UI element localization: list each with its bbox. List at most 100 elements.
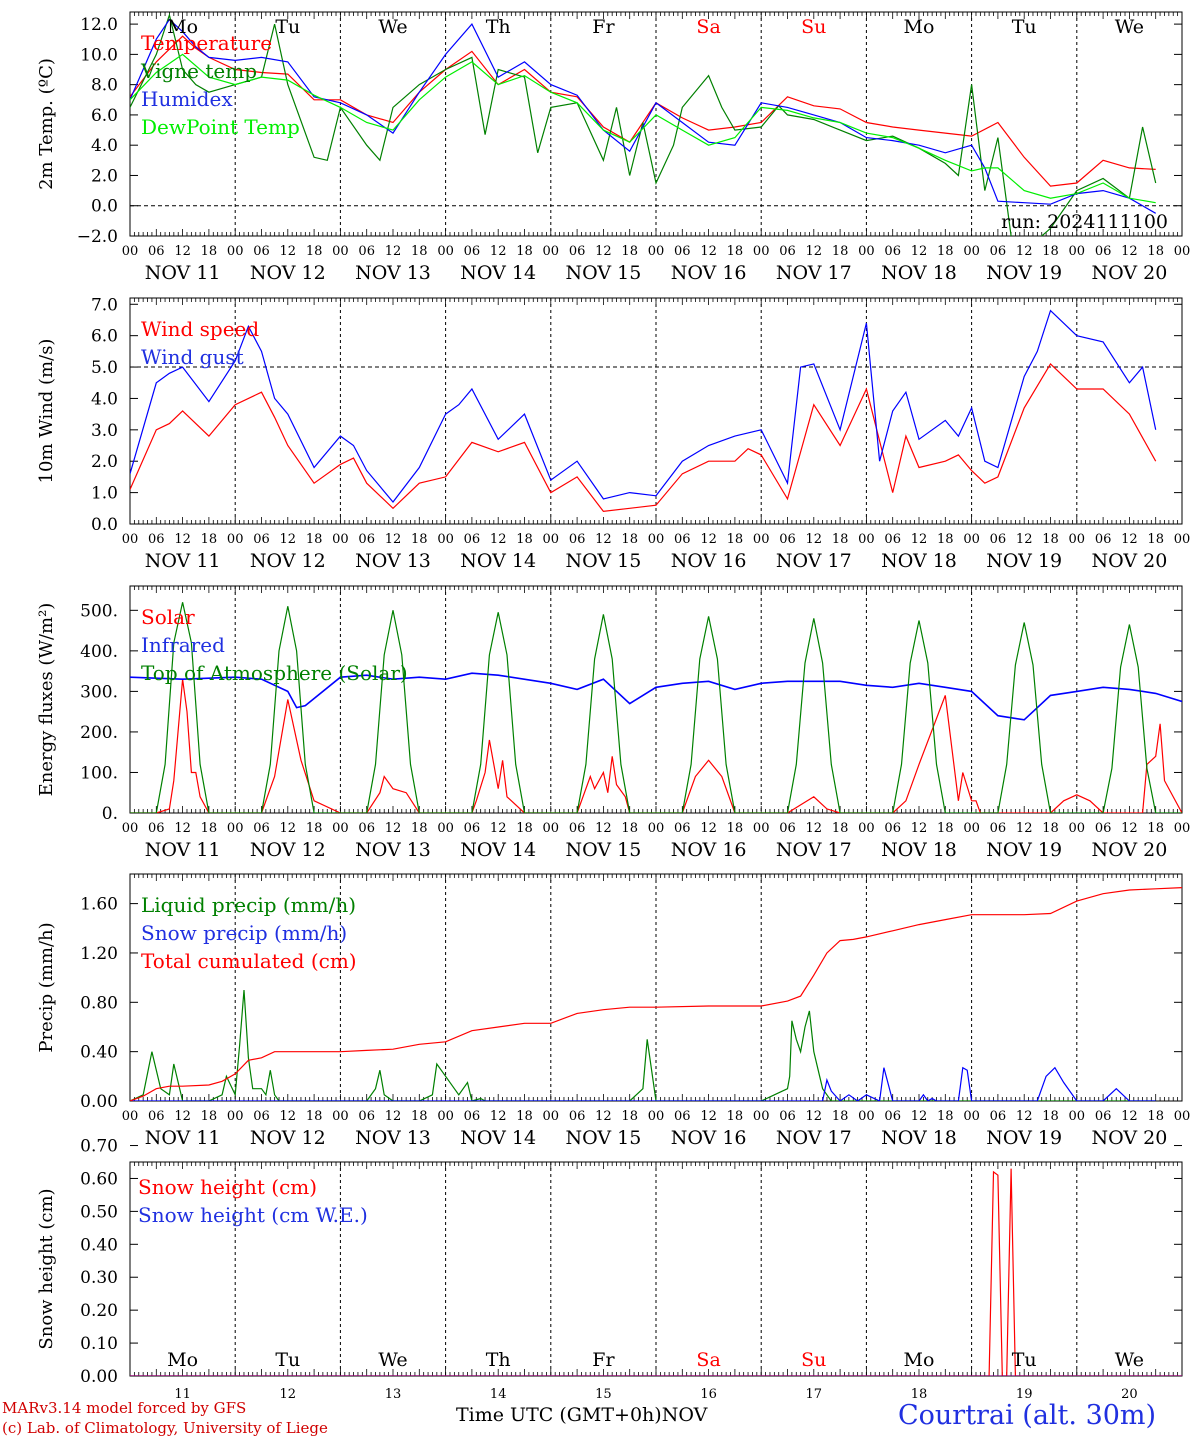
hour-tick-label: 00	[648, 532, 665, 547]
hour-tick-label: 00	[543, 244, 560, 259]
hour-tick-label: 06	[779, 244, 796, 259]
weekday-label: Mo	[167, 1349, 198, 1371]
day-number-label: 17	[806, 1387, 823, 1402]
y-tick-label: 10.0	[80, 45, 118, 65]
date-label: NOV 12	[250, 550, 326, 572]
legend-entry: Infrared	[141, 633, 225, 657]
legend-entry: Snow precip (mm/h)	[141, 921, 347, 945]
hour-tick-label: 06	[464, 244, 481, 259]
hour-tick-label: 00	[227, 821, 244, 836]
date-label: NOV 14	[460, 550, 536, 572]
hour-tick-label: 12	[595, 244, 612, 259]
date-label: NOV 12	[250, 839, 326, 861]
series-line-precip-2	[130, 887, 1182, 1101]
date-label: NOV 19	[986, 839, 1062, 861]
hour-tick-label: 12	[806, 244, 823, 259]
hour-tick-label: 06	[358, 532, 375, 547]
y-tick-label: 6.0	[91, 327, 118, 347]
hour-tick-label: 12	[490, 532, 507, 547]
hour-tick-label: 00	[753, 1109, 770, 1124]
legend-entry: Humidex	[141, 87, 233, 111]
hour-tick-label: 06	[358, 1109, 375, 1124]
hour-tick-label: 06	[990, 244, 1007, 259]
hour-tick-label: 12	[700, 821, 717, 836]
weekday-label: We	[378, 1349, 407, 1371]
hour-tick-label: 12	[280, 244, 297, 259]
hour-tick-label: 18	[516, 1109, 533, 1124]
hour-tick-label: 00	[1174, 821, 1191, 836]
hour-tick-label: 12	[385, 532, 402, 547]
date-label: NOV 12	[250, 1127, 326, 1149]
hour-tick-label: 06	[358, 244, 375, 259]
day-number-label: 14	[490, 1387, 507, 1402]
hour-tick-label: 06	[569, 532, 586, 547]
hour-tick-label: 00	[858, 1109, 875, 1124]
panel-energy	[129, 585, 1183, 814]
hour-tick-label: 18	[411, 532, 428, 547]
legend-entry: DewPoint Temp	[141, 115, 300, 139]
hour-tick-label: 00	[858, 244, 875, 259]
hour-tick-label: 12	[174, 1109, 191, 1124]
hour-tick-label: 12	[385, 244, 402, 259]
hour-tick-label: 00	[437, 1109, 454, 1124]
day-number-label: 20	[1121, 1387, 1138, 1402]
y-tick-label: 0.00	[80, 1367, 118, 1387]
hour-tick-label: 00	[227, 244, 244, 259]
y-tick-label: 8.0	[91, 76, 118, 96]
hour-tick-label: 06	[253, 244, 270, 259]
hour-tick-label: 06	[569, 1109, 586, 1124]
hour-tick-label: 12	[385, 1109, 402, 1124]
y-tick-label: 4.0	[91, 389, 118, 409]
y-tick-label: 1.0	[91, 484, 118, 504]
y-tick-label: 200.	[80, 723, 118, 743]
hour-tick-label: 12	[174, 244, 191, 259]
hour-tick-label: 00	[227, 1109, 244, 1124]
hour-tick-label: 00	[648, 244, 665, 259]
hour-tick-label: 18	[727, 532, 744, 547]
hour-tick-label: 12	[1121, 244, 1138, 259]
y-axis-label: 2m Temp. (ºC)	[36, 58, 57, 190]
legend-entry: Snow height (cm)	[138, 1175, 317, 1199]
station-name: Courtrai (alt. 30m)	[898, 1400, 1157, 1431]
date-label: NOV 19	[986, 1127, 1062, 1149]
legend-entry: Wind gust	[141, 345, 244, 369]
date-label: NOV 17	[776, 262, 852, 284]
weekday-label: Su	[801, 16, 826, 38]
date-label: NOV 11	[145, 262, 221, 284]
hour-tick-label: 12	[174, 821, 191, 836]
hour-tick-label: 18	[411, 821, 428, 836]
y-tick-label: 2.0	[91, 166, 118, 186]
date-label: NOV 14	[460, 839, 536, 861]
y-tick-label: 0.10	[80, 1334, 118, 1354]
weekday-label: Mo	[904, 16, 935, 38]
hour-tick-label: 18	[411, 1109, 428, 1124]
day-number-label: 12	[280, 1387, 297, 1402]
date-label: NOV 15	[565, 262, 641, 284]
date-label: NOV 12	[250, 262, 326, 284]
hour-tick-label: 18	[1147, 1109, 1164, 1124]
hour-tick-label: 00	[437, 532, 454, 547]
hour-tick-label: 06	[990, 1109, 1007, 1124]
model-credit: MARv3.14 model forced by GFS	[2, 1399, 247, 1417]
y-tick-label: 7.0	[91, 295, 118, 315]
hour-tick-label: 06	[779, 1109, 796, 1124]
date-label: NOV 13	[355, 550, 431, 572]
hour-tick-label: 06	[253, 1109, 270, 1124]
hour-tick-label: 00	[648, 821, 665, 836]
y-tick-label: −2.0	[77, 227, 118, 247]
date-label: NOV 15	[565, 1127, 641, 1149]
lab-credit: (c) Lab. of Climatology, University of L…	[2, 1419, 328, 1437]
hour-tick-label: 06	[674, 532, 691, 547]
y-tick-label: 300.	[80, 682, 118, 702]
hour-tick-label: 06	[569, 821, 586, 836]
weekday-label: Th	[486, 16, 511, 38]
date-label: NOV 20	[1091, 262, 1167, 284]
series-line-energy-2	[130, 602, 1182, 813]
hour-tick-label: 12	[806, 821, 823, 836]
y-tick-label: 0.70	[80, 1137, 118, 1157]
x-axis-title: Time UTC (GMT+0h)NOV	[456, 1404, 707, 1426]
hour-tick-label: 18	[832, 532, 849, 547]
y-tick-label: 4.0	[91, 136, 118, 156]
date-label: NOV 13	[355, 262, 431, 284]
y-tick-label: 3.0	[91, 421, 118, 441]
